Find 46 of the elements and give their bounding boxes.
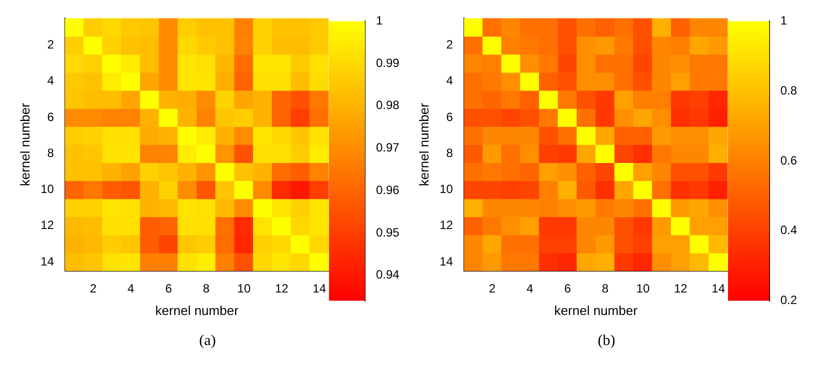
x-tick-label: 14 (312, 282, 326, 296)
color-bar-label: 0.8 (780, 83, 798, 98)
color-bar-label: 0.94 (376, 268, 400, 282)
x-tick-label: 8 (202, 282, 210, 296)
y-axis-title: kernel number (416, 102, 432, 186)
y-tick-label: 12 (40, 218, 54, 232)
x-tick-label: 2 (488, 282, 496, 296)
y-tick-label: 6 (446, 110, 454, 124)
x-tick-label: 10 (237, 282, 251, 296)
color-bar-label: 0.4 (780, 223, 798, 238)
color-bar-label: 0.96 (376, 182, 400, 197)
y-tick-label: 6 (47, 110, 54, 124)
text: (b) (598, 333, 616, 350)
x-tick-label: 8 (602, 282, 609, 296)
y-tick-label: 10 (40, 182, 54, 196)
x-tick-label: 14 (712, 282, 726, 296)
color-bar-label: 1 (780, 14, 788, 28)
x-tick-label: 4 (526, 282, 534, 296)
x-tick-label: 4 (128, 282, 135, 296)
color-bar-label: 0.6 (780, 153, 798, 168)
y-tick-label: 4 (446, 74, 454, 88)
y-tick-label: 8 (47, 146, 54, 160)
x-tick-label: 6 (564, 282, 572, 296)
x-tick-label: 12 (674, 282, 688, 296)
y-axis-title: kernel number (17, 102, 32, 186)
x-tick-label: 10 (636, 282, 650, 296)
y-tick-label: 14 (40, 254, 54, 268)
y-tick-label: 2 (47, 38, 54, 52)
text: (a) (199, 333, 216, 350)
x-tick-label: 6 (165, 282, 172, 296)
y-tick-label: 14 (440, 254, 454, 268)
color-bar-label: 0.97 (376, 140, 400, 155)
color-bar-label: 0.99 (376, 56, 400, 70)
color-bar-label: 0.2 (780, 293, 798, 308)
color-bar-label: 1 (376, 14, 383, 28)
y-tick-label: 4 (47, 74, 54, 88)
x-axis-title: kernel number (155, 302, 240, 318)
y-tick-label: 2 (446, 38, 454, 52)
x-axis-title: kernel number (554, 302, 638, 318)
x-tick-label: 12 (274, 282, 289, 296)
y-tick-label: 12 (440, 218, 454, 232)
color-bar-label: 0.95 (376, 225, 400, 240)
color-bar-label: 0.98 (376, 98, 400, 112)
y-tick-label: 10 (440, 182, 454, 196)
y-tick-label: 8 (446, 146, 454, 160)
x-tick-label: 2 (90, 282, 97, 296)
